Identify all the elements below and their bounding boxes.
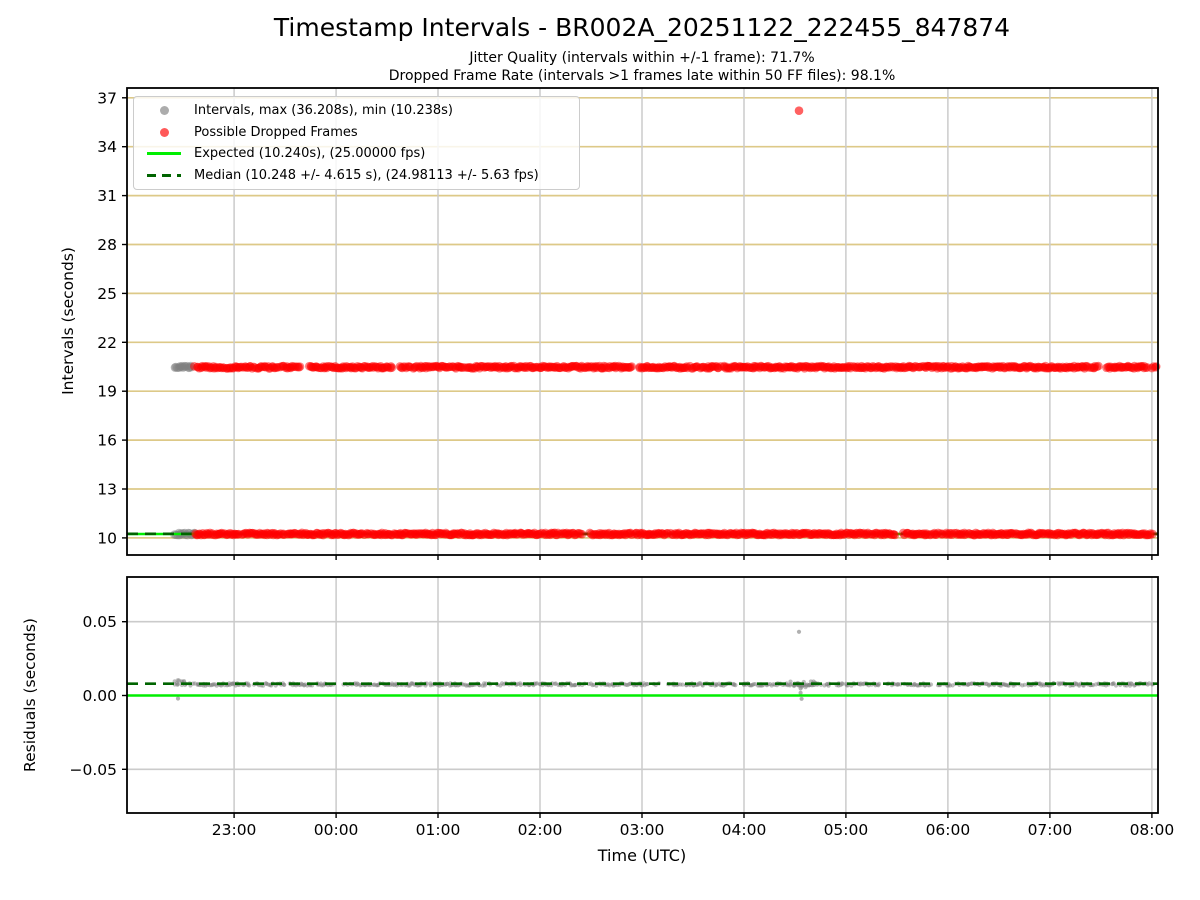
y-tick-label: 22 (97, 334, 117, 352)
residuals-dots-point (573, 682, 578, 688)
legend-label: Median (10.248 +/- 4.615 s), (24.98113 +… (194, 167, 539, 183)
residuals-dots-point (733, 683, 738, 688)
legend-item: Median (10.248 +/- 4.615 s), (24.98113 +… (142, 165, 571, 187)
legend-item: Possible Dropped Frames (142, 122, 571, 144)
x-tick-label: 23:00 (212, 821, 257, 839)
residuals-dots-point (803, 685, 808, 690)
residuals-dots-outlier (798, 690, 803, 696)
x-axis-label: Time (UTC) (597, 846, 687, 865)
residuals-dots-point (247, 683, 252, 688)
legend: Intervals, max (36.208s), min (10.238s) P… (133, 96, 580, 190)
residuals-dots-point (1022, 682, 1027, 687)
x-tick-label: 05:00 (824, 821, 869, 839)
x-tick-label: 04:00 (722, 821, 767, 839)
y-tick-label: 34 (97, 138, 117, 156)
legend-marker-shape (159, 106, 169, 116)
residuals-dots-outlier (175, 696, 181, 701)
possible-dropped-frames-point (627, 362, 636, 371)
residuals-dots-point (807, 683, 812, 688)
legend-dot-marker-icon (142, 106, 186, 116)
residuals-dots-point (282, 682, 287, 688)
x-tick-label: 06:00 (926, 821, 971, 839)
legend-label: Possible Dropped Frames (194, 124, 358, 140)
legend-marker-shape (147, 152, 181, 156)
legend-dashed-line-icon (142, 173, 186, 177)
x-tick-label: 00:00 (314, 821, 359, 839)
x-tick-label: 03:00 (620, 821, 665, 839)
y-tick-label: 13 (97, 481, 117, 499)
legend-item: Expected (10.240s), (25.00000 fps) (142, 143, 571, 165)
possible-dropped-frames-point (890, 530, 900, 540)
residuals-dots-point (645, 682, 650, 687)
chart-subtitle-dropped-frame-rate: Dropped Frame Rate (intervals >1 frames … (388, 68, 896, 84)
residuals-dots-point (876, 681, 882, 687)
residuals-dots-point (788, 679, 793, 684)
y-tick-label: 16 (97, 432, 117, 450)
y-axis-label-residuals: Residuals (seconds) (21, 618, 39, 772)
x-tick-label: 07:00 (1028, 821, 1073, 839)
possible-dropped-frames-point (387, 363, 397, 373)
residuals-dots-point (680, 682, 685, 687)
y-tick-label: 28 (97, 236, 117, 254)
y-tick-label: 25 (97, 285, 117, 303)
y-tick-label: 31 (97, 187, 117, 205)
possible-dropped-frames-point (1148, 529, 1157, 539)
residuals-dots-point (840, 681, 845, 687)
residuals-dots-outlier (799, 696, 804, 701)
legend-label: Expected (10.240s), (25.00000 fps) (194, 146, 426, 162)
y-axis-label-intervals: Intervals (seconds) (59, 247, 77, 395)
legend-dot-marker-icon (142, 127, 186, 137)
chart-subtitle-jitter-quality: Jitter Quality (intervals within +/-1 fr… (469, 50, 815, 66)
residuals-dots-point (518, 682, 523, 688)
x-tick-label: 01:00 (416, 821, 461, 839)
y-tick-label: 19 (97, 383, 117, 401)
x-tick-label: 08:00 (1130, 821, 1175, 839)
possible-dropped-frames-outlier (794, 106, 804, 115)
y-tick-label: 10 (97, 529, 117, 547)
y-tick-label: 0.05 (82, 613, 117, 631)
possible-dropped-frames-point (295, 362, 305, 372)
x-tick-label: 02:00 (518, 821, 563, 839)
chart-title: Timestamp Intervals - BR002A_20251122_22… (273, 13, 1011, 42)
possible-dropped-frames-point (577, 529, 587, 539)
legend-item: Intervals, max (36.208s), min (10.238s) (142, 100, 571, 122)
residuals-dots-point (181, 679, 187, 684)
possible-dropped-frames-point (1094, 361, 1103, 371)
legend-label: Intervals, max (36.208s), min (10.238s) (194, 103, 453, 119)
possible-dropped-frames-point (1151, 362, 1161, 371)
residuals-dots-outlier (796, 629, 802, 634)
y-tick-label: −0.05 (70, 761, 118, 779)
y-tick-label: 0.00 (82, 687, 117, 705)
y-tick-label: 37 (97, 89, 117, 107)
residuals-dots-outlier (798, 686, 803, 691)
legend-marker-shape (159, 127, 169, 137)
legend-solid-line-icon (142, 152, 186, 156)
legend-marker-shape (147, 173, 181, 177)
